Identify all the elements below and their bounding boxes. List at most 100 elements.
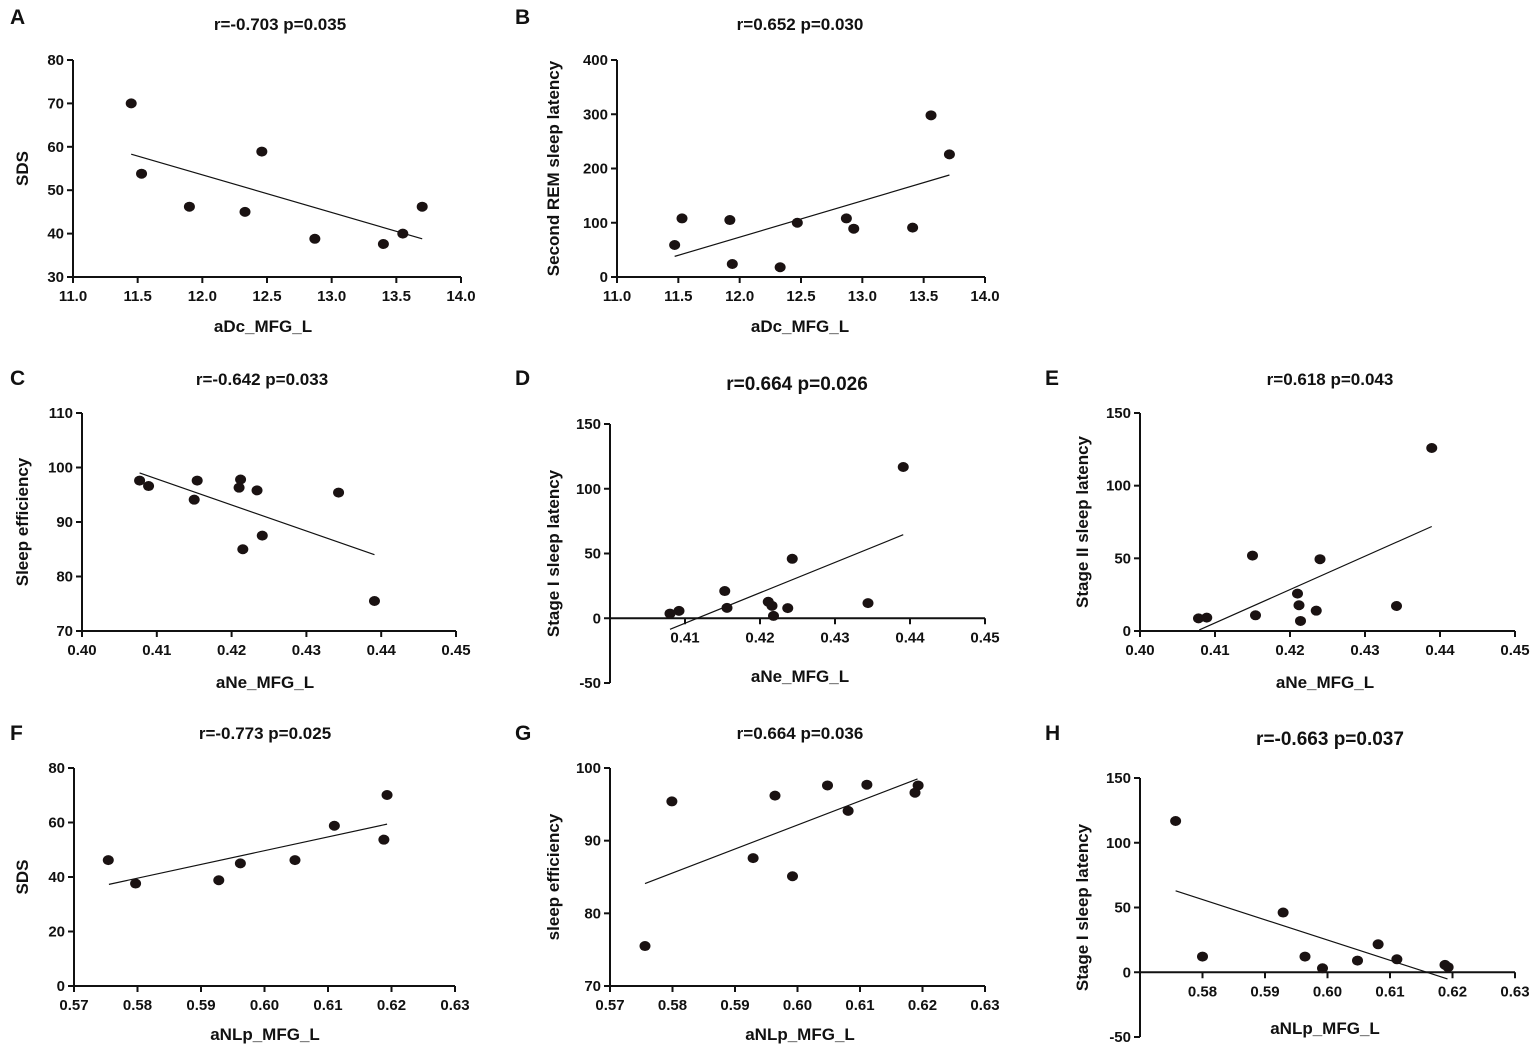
data-point xyxy=(862,598,874,609)
y-tick-label: 400 xyxy=(583,52,608,69)
x-tick-label: 0.45 xyxy=(441,642,470,659)
panel-letter: F xyxy=(10,722,23,745)
y-axis-label: Sleep efficiency xyxy=(13,457,32,586)
data-point xyxy=(397,228,409,239)
y-tick-label: 110 xyxy=(49,405,73,422)
x-tick-label: 0.61 xyxy=(845,997,874,1014)
data-point xyxy=(1426,443,1438,454)
panel-title: r=0.664 p=0.026 xyxy=(726,374,868,395)
regression-line xyxy=(1175,890,1448,980)
y-tick-label: 0 xyxy=(1123,623,1131,640)
data-point xyxy=(848,223,860,234)
x-tick-label: 0.42 xyxy=(1275,642,1304,659)
data-point xyxy=(130,878,142,889)
data-point xyxy=(256,146,268,157)
x-tick-label: 0.45 xyxy=(970,629,999,646)
y-tick-label: 150 xyxy=(576,416,601,433)
data-point xyxy=(666,796,678,807)
panel-letter: C xyxy=(10,367,25,390)
regression-line xyxy=(644,778,918,885)
data-point xyxy=(664,608,676,619)
data-point xyxy=(840,213,852,224)
x-tick-label: 0.44 xyxy=(367,642,397,659)
x-tick-label: 0.44 xyxy=(895,629,925,646)
y-tick-label: -50 xyxy=(1109,1029,1131,1046)
y-tick-label: 90 xyxy=(584,833,601,850)
data-point xyxy=(747,853,759,864)
data-point xyxy=(251,485,263,496)
panel-letter: G xyxy=(515,722,531,745)
y-tick-label: 0 xyxy=(57,978,65,995)
x-axis-label: aNLp_MFG_L xyxy=(210,1025,320,1044)
y-tick-label: 50 xyxy=(1114,900,1131,917)
y-tick-label: 50 xyxy=(1114,550,1131,567)
data-point xyxy=(943,149,955,160)
y-tick-label: 100 xyxy=(576,760,601,777)
data-point xyxy=(309,233,321,244)
y-tick-label: 70 xyxy=(584,978,601,995)
x-axis-label: aNLp_MFG_L xyxy=(745,1025,855,1044)
data-point xyxy=(1170,815,1182,826)
data-point xyxy=(416,201,428,212)
data-point xyxy=(774,262,786,273)
panel-letter: H xyxy=(1045,722,1060,745)
x-tick-label: 0.41 xyxy=(670,629,699,646)
x-tick-label: 0.42 xyxy=(217,642,246,659)
x-axis-label: aDc_MFG_L xyxy=(751,317,849,336)
data-point xyxy=(136,168,148,179)
data-point xyxy=(925,110,937,121)
y-tick-label: 0 xyxy=(1123,964,1131,981)
data-point xyxy=(907,222,919,233)
x-tick-label: 12.0 xyxy=(188,288,217,305)
data-point xyxy=(134,475,146,486)
x-tick-label: 0.60 xyxy=(783,997,812,1014)
y-axis-label: SDS xyxy=(13,860,32,895)
data-point xyxy=(1295,615,1306,626)
y-tick-label: 100 xyxy=(48,460,73,477)
x-tick-label: 0.62 xyxy=(1438,983,1467,1000)
y-tick-label: 200 xyxy=(583,161,608,178)
y-axis-label: Stage I sleep latency xyxy=(544,469,563,637)
data-point xyxy=(766,600,778,611)
y-tick-label: 300 xyxy=(583,106,608,123)
data-point xyxy=(235,474,247,485)
x-tick-label: 0.59 xyxy=(720,997,749,1014)
x-tick-label: 0.60 xyxy=(250,997,279,1014)
data-point xyxy=(183,201,195,212)
panel-title: r=-0.773 p=0.025 xyxy=(199,724,331,743)
y-tick-label: 60 xyxy=(48,815,65,832)
y-tick-label: 80 xyxy=(47,52,64,69)
x-tick-label: 11.5 xyxy=(664,288,692,305)
data-point xyxy=(639,941,651,952)
x-tick-label: 0.63 xyxy=(970,997,999,1014)
data-point xyxy=(1277,907,1289,918)
data-point xyxy=(1299,951,1311,962)
x-tick-label: 12.5 xyxy=(252,288,281,305)
data-point xyxy=(237,544,249,555)
data-point xyxy=(1247,550,1258,561)
x-tick-label: 0.45 xyxy=(1500,642,1529,659)
x-tick-label: 0.44 xyxy=(1425,642,1455,659)
x-tick-label: 0.40 xyxy=(67,642,96,659)
x-axis-label: aNe_MFG_L xyxy=(1276,673,1374,692)
data-point xyxy=(256,530,268,541)
x-axis-label: aDc_MFG_L xyxy=(214,317,312,336)
y-axis-label: Stage I sleep latency xyxy=(1073,823,1092,991)
regression-line xyxy=(674,174,950,257)
x-tick-label: 13.5 xyxy=(909,288,938,305)
data-point xyxy=(897,461,909,472)
data-point xyxy=(676,213,688,224)
panel-title: r=-0.642 p=0.033 xyxy=(196,370,328,389)
x-tick-label: 0.62 xyxy=(908,997,937,1014)
x-tick-label: 0.43 xyxy=(1350,642,1379,659)
panel-letter: B xyxy=(515,6,530,29)
data-point xyxy=(669,239,681,250)
data-point xyxy=(786,553,798,564)
regression-line xyxy=(1199,525,1432,631)
data-point xyxy=(1442,962,1454,973)
data-point xyxy=(1293,600,1305,611)
data-point xyxy=(787,871,798,882)
